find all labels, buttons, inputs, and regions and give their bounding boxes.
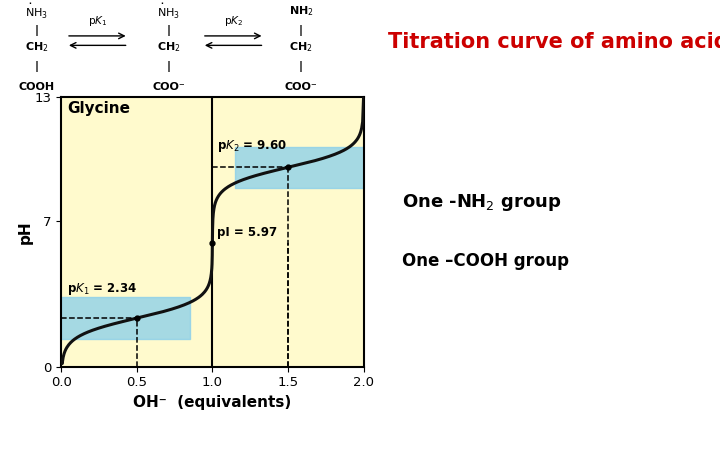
Text: p$K_1$: p$K_1$ bbox=[88, 14, 107, 28]
Text: Titration curve of amino acids: Titration curve of amino acids bbox=[388, 32, 720, 51]
Text: COO⁻: COO⁻ bbox=[153, 82, 185, 92]
X-axis label: OH⁻  (equivalents): OH⁻ (equivalents) bbox=[133, 395, 292, 410]
Text: p$K_1$ = 2.34: p$K_1$ = 2.34 bbox=[67, 281, 138, 297]
Text: |: | bbox=[299, 25, 303, 36]
Text: $\mathsf{\overset{\boldsymbol{\cdot}}{N}H_3}$: $\mathsf{\overset{\boldsymbol{\cdot}}{N}… bbox=[25, 2, 48, 21]
Y-axis label: pH: pH bbox=[18, 220, 33, 243]
Text: COO⁻: COO⁻ bbox=[284, 82, 318, 92]
Text: |: | bbox=[299, 61, 303, 72]
Text: CH$_2$: CH$_2$ bbox=[289, 40, 313, 54]
Text: NH$_2$: NH$_2$ bbox=[289, 4, 313, 18]
Text: CH$_2$: CH$_2$ bbox=[157, 40, 181, 54]
Text: COOH: COOH bbox=[19, 82, 55, 92]
Text: p$K_2$ = 9.60: p$K_2$ = 9.60 bbox=[217, 138, 287, 153]
Text: pI = 5.97: pI = 5.97 bbox=[217, 226, 277, 239]
Text: |: | bbox=[35, 61, 39, 72]
Text: Glycine: Glycine bbox=[67, 101, 130, 117]
Text: |: | bbox=[167, 61, 171, 72]
Text: p$K_2$: p$K_2$ bbox=[223, 14, 243, 28]
Text: $\mathsf{\overset{\boldsymbol{\cdot}}{N}H_3}$: $\mathsf{\overset{\boldsymbol{\cdot}}{N}… bbox=[158, 2, 181, 21]
Text: CH$_2$: CH$_2$ bbox=[25, 40, 48, 54]
Text: One –COOH group: One –COOH group bbox=[402, 252, 569, 270]
Text: One -NH$_2$ group: One -NH$_2$ group bbox=[402, 192, 562, 213]
Text: |: | bbox=[167, 25, 171, 36]
Text: |: | bbox=[35, 25, 39, 36]
